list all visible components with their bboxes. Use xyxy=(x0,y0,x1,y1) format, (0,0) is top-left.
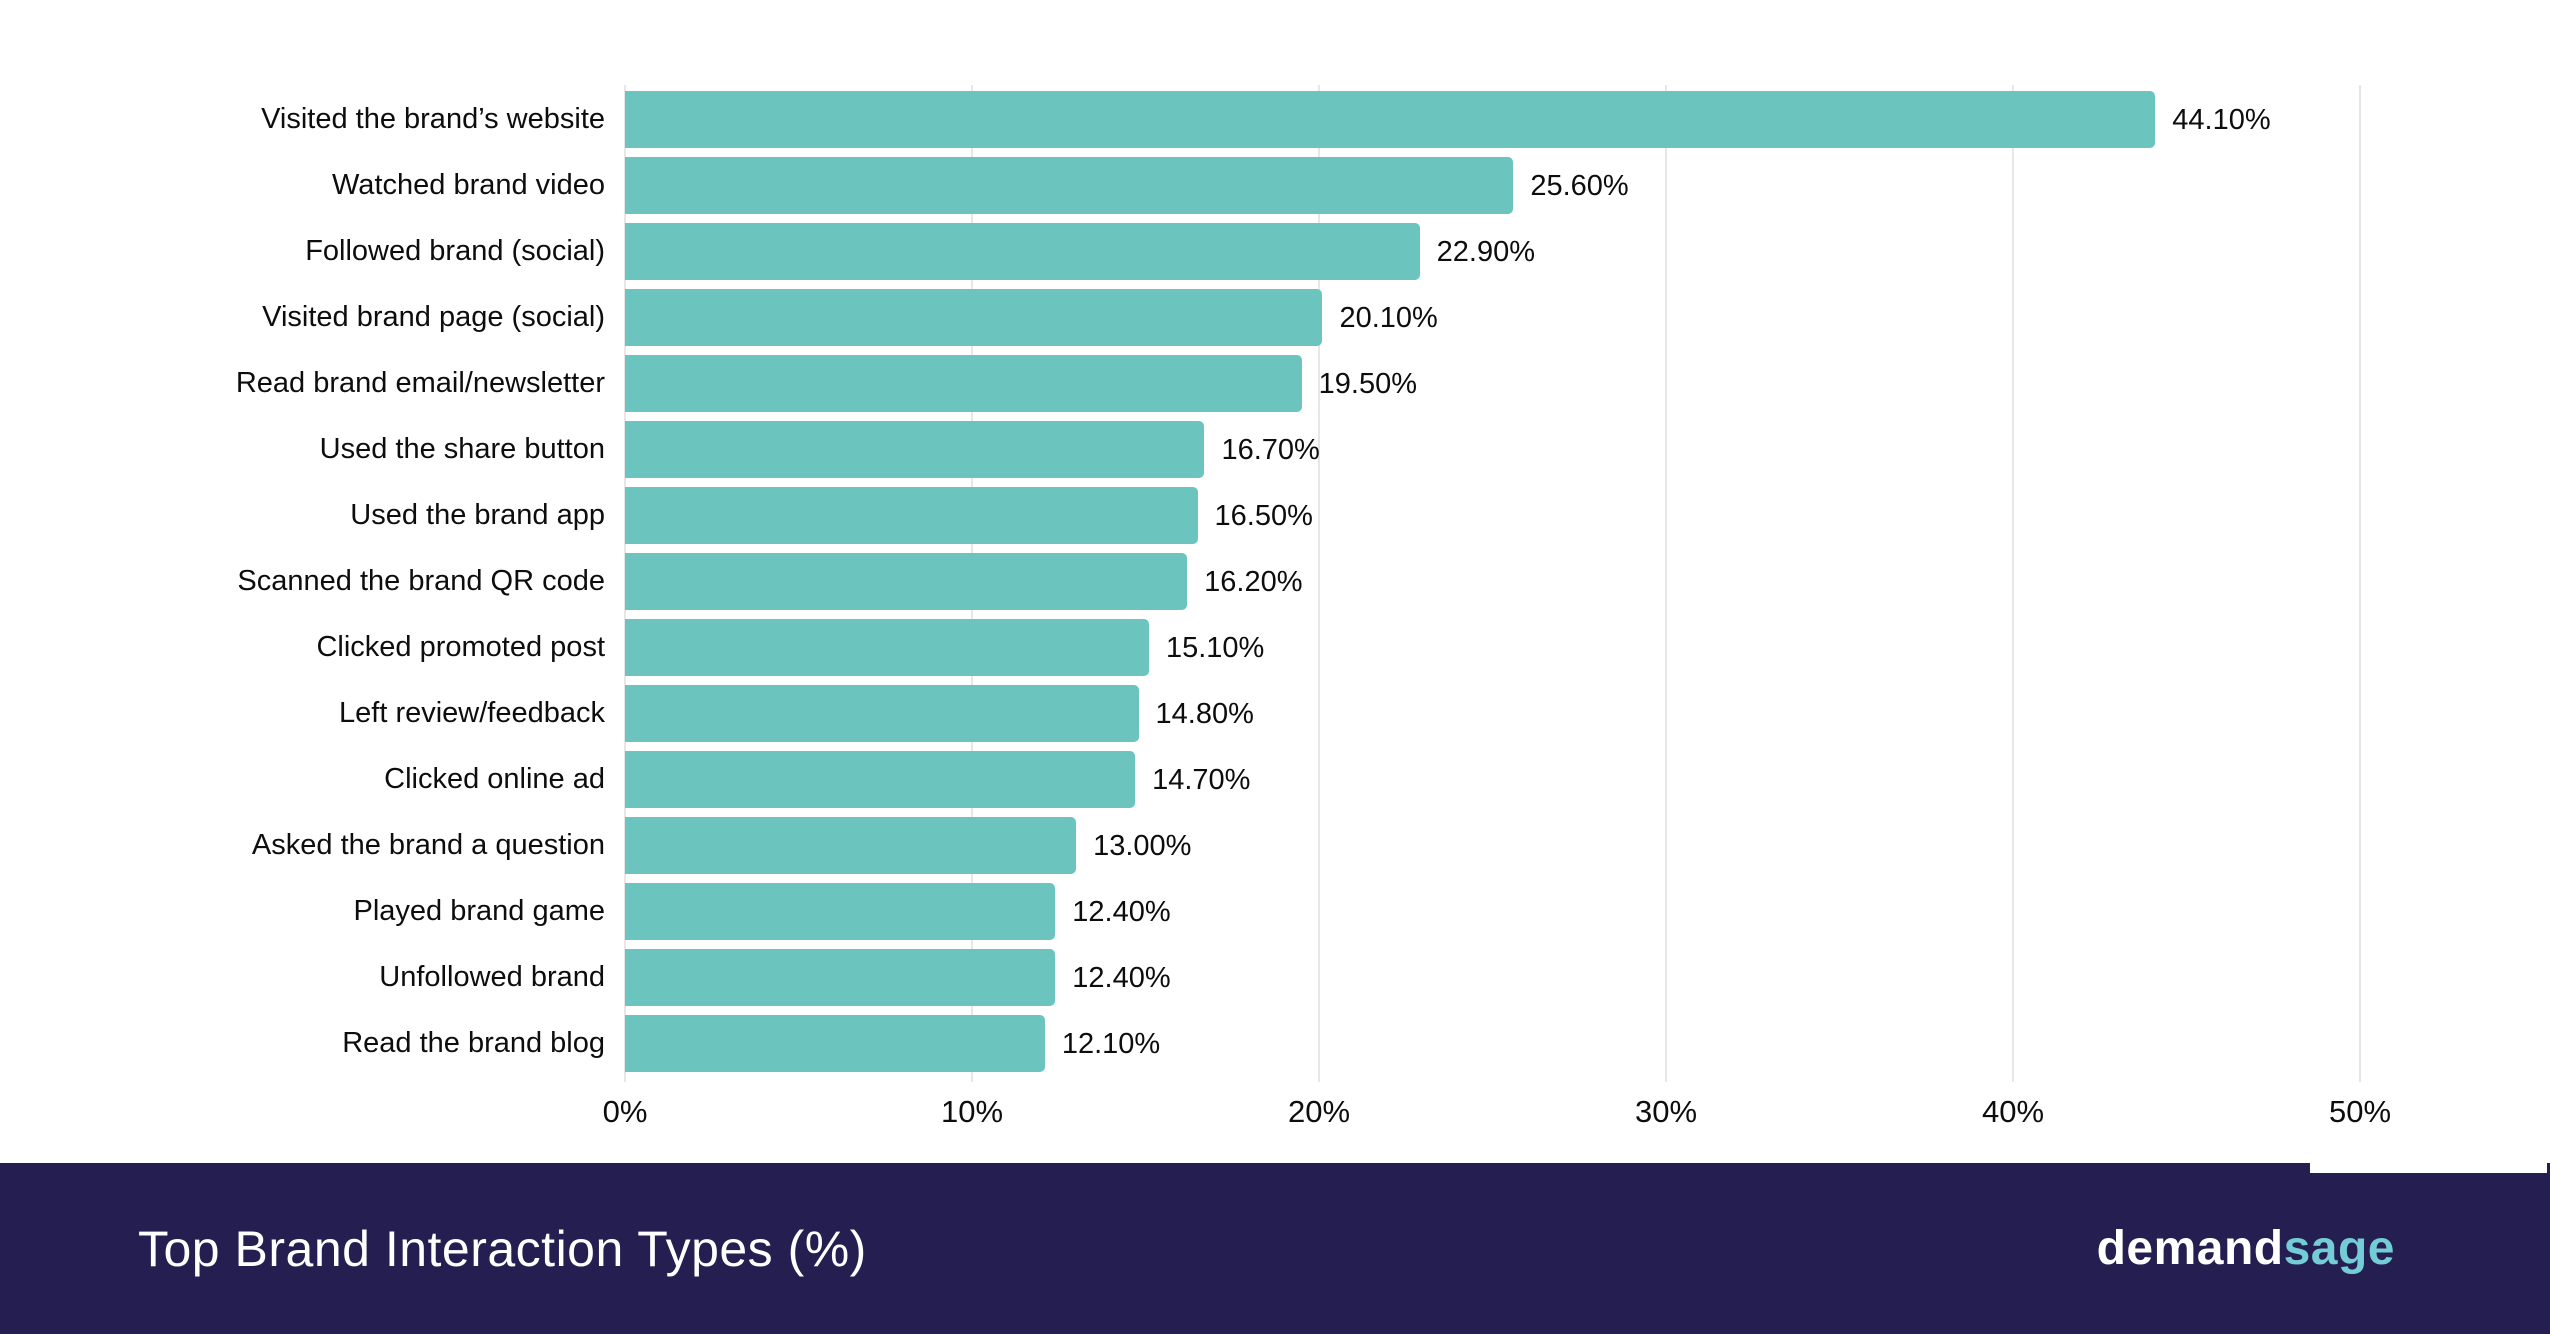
bar xyxy=(625,883,1056,940)
x-tick-label: 40% xyxy=(1981,1094,2045,1129)
bar-row: Read brand email/newsletter 19.50% xyxy=(0,355,2550,412)
bar xyxy=(625,223,1420,280)
category-label: Used the share button xyxy=(319,433,605,465)
bar-row: Used the brand app 16.50% xyxy=(0,487,2550,544)
bar xyxy=(625,487,1198,544)
value-label: 20.10% xyxy=(1339,302,1438,334)
category-label: Clicked promoted post xyxy=(316,631,605,663)
category-label: Followed brand (social) xyxy=(305,235,605,267)
bar xyxy=(625,289,1323,346)
bar-row: Used the share button 16.70% xyxy=(0,421,2550,478)
bar-row: Played brand game 12.40% xyxy=(0,883,2550,940)
bar-row: Unfollowed brand 12.40% xyxy=(0,949,2550,1006)
bar xyxy=(625,157,1514,214)
logo-sage: sage xyxy=(2283,1222,2395,1275)
value-label: 14.70% xyxy=(1152,764,1251,796)
bar-row: Followed brand (social) 22.90% xyxy=(0,223,2550,280)
value-label: 15.10% xyxy=(1165,632,1265,664)
gridline xyxy=(2359,85,2361,1082)
bar-row: Asked the brand a question 13.00% xyxy=(0,817,2550,874)
bar xyxy=(625,553,1188,610)
category-label: Scanned the brand QR code xyxy=(237,565,605,597)
bar xyxy=(625,421,1205,478)
bar-row: Clicked promoted post 15.10% xyxy=(0,619,2550,676)
value-label: 12.40% xyxy=(1072,896,1171,928)
category-label: Used the brand app xyxy=(350,499,605,531)
gridline xyxy=(2012,85,2014,1082)
category-label: Read brand email/newsletter xyxy=(235,367,605,399)
chart-title: Top Brand Interaction Types (%) xyxy=(138,1220,867,1277)
category-label: Visited the brand’s website xyxy=(261,103,605,135)
footer-notch xyxy=(2310,1163,2547,1173)
value-label: 16.50% xyxy=(1214,500,1313,532)
value-label: 14.80% xyxy=(1155,698,1254,730)
value-label: 12.10% xyxy=(1061,1028,1161,1060)
value-label: 13.00% xyxy=(1093,830,1192,862)
value-label: 16.70% xyxy=(1221,434,1320,466)
demandsage-logo: demandsage xyxy=(2097,1221,2395,1276)
bar xyxy=(625,1015,1045,1072)
bar-row: Left review/feedback 14.80% xyxy=(0,685,2550,742)
bar xyxy=(625,91,2156,148)
bar-row: Watched brand video 25.60% xyxy=(0,157,2550,214)
bar-row: Scanned the brand QR code 16.20% xyxy=(0,553,2550,610)
gridline xyxy=(1318,85,1320,1082)
category-label: Clicked online ad xyxy=(384,763,605,795)
value-label: 16.20% xyxy=(1204,566,1303,598)
bar xyxy=(625,619,1149,676)
category-label: Left review/feedback xyxy=(339,697,605,729)
value-label: 12.40% xyxy=(1072,962,1171,994)
category-label: Visited brand page (social) xyxy=(262,301,605,333)
category-label: Watched brand video xyxy=(332,169,605,201)
bar-row: Read the brand blog 12.10% xyxy=(0,1015,2550,1072)
bar xyxy=(625,817,1077,874)
category-label: Played brand game xyxy=(353,895,606,927)
value-label: 19.50% xyxy=(1318,368,1417,400)
logo-demand: demand xyxy=(2096,1222,2284,1275)
bar-chart: Visited the brand’s website 44.10% Watch… xyxy=(0,85,2550,1129)
bar xyxy=(625,355,1302,412)
value-label: 44.10% xyxy=(2172,104,2271,136)
value-label: 25.60% xyxy=(1530,170,1629,202)
gridline xyxy=(1665,85,1667,1082)
category-label: Asked the brand a question xyxy=(251,829,605,861)
footer-bar: Top Brand Interaction Types (%) demandsa… xyxy=(0,1163,2550,1334)
category-label: Read the brand blog xyxy=(342,1027,605,1059)
bar-row: Visited brand page (social) 20.10% xyxy=(0,289,2550,346)
bar-row: Visited the brand’s website 44.10% xyxy=(0,91,2550,148)
bar xyxy=(625,949,1056,1006)
bar-row: Clicked online ad 14.70% xyxy=(0,751,2550,808)
value-label: 22.90% xyxy=(1436,236,1535,268)
x-tick-label: 30% xyxy=(1634,1094,1698,1129)
bar xyxy=(625,685,1139,742)
x-tick-label: 0% xyxy=(602,1094,648,1129)
category-label: Unfollowed brand xyxy=(379,961,605,993)
x-tick-label: 20% xyxy=(1287,1094,1351,1129)
x-tick-label: 10% xyxy=(940,1094,1004,1129)
x-tick-label: 50% xyxy=(2328,1094,2392,1129)
bar xyxy=(625,751,1136,808)
